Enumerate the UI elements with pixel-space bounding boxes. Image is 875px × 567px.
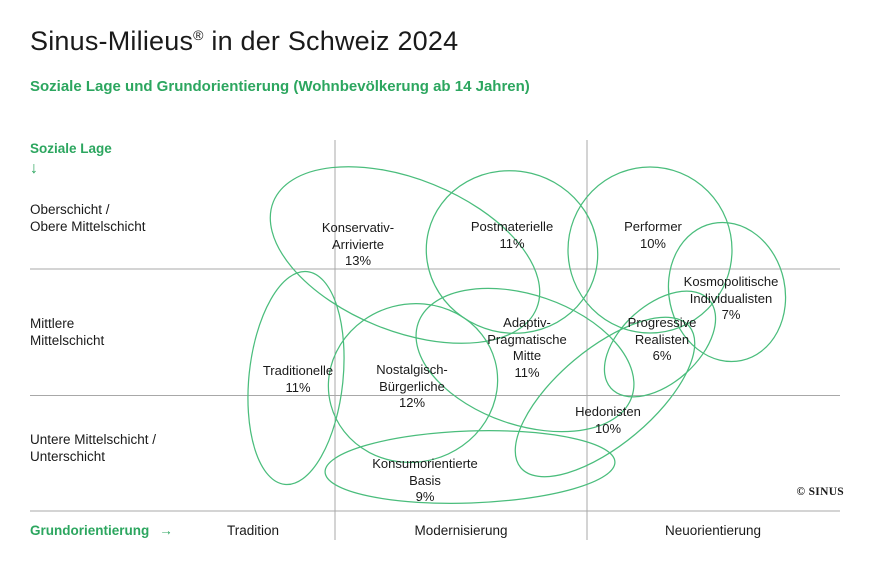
milieu-share-pct: 10% xyxy=(639,235,667,251)
milieu-name-line: Adaptiv- xyxy=(503,315,551,330)
milieu-name-line: Postmaterielle xyxy=(470,219,554,234)
milieu-name-line: Mitte xyxy=(512,348,542,363)
milieu-label-progressive-realisten: Progressive Realisten 6% xyxy=(628,315,697,365)
y-axis-down-arrow-icon: ↓ xyxy=(30,160,38,177)
milieu-label-kosmopolitische-individualisten: Kosmopolitische Individualisten 7% xyxy=(684,274,779,324)
milieu-label-postmaterielle: Postmaterielle 11% xyxy=(471,219,553,252)
milieu-name-line: Individualisten xyxy=(689,290,773,306)
milieu-share-pct: 11% xyxy=(514,364,540,380)
milieu-share-pct: 9% xyxy=(415,489,435,504)
y-category-lower-class: Untere Mittelschicht / Unterschicht xyxy=(30,432,157,464)
milieu-name-line: Traditionelle xyxy=(262,363,334,378)
milieu-share-pct: 11% xyxy=(285,379,311,395)
milieu-share-pct: 6% xyxy=(652,348,672,363)
milieu-ellipse-postmaterielle xyxy=(425,170,599,334)
y-axis-title: Soziale Lage xyxy=(30,141,112,156)
copyright-notice: © SINUS xyxy=(796,486,844,498)
milieu-label-performer: Performer 10% xyxy=(624,219,682,252)
grid-lines xyxy=(30,140,840,540)
milieu-ellipse-kosmopolitische-individualisten xyxy=(667,221,787,363)
title-prefix: Sinus-Milieus xyxy=(30,26,194,56)
milieu-name-line: Pragmatische xyxy=(487,331,567,347)
milieu-ellipse-performer xyxy=(567,166,733,334)
milieu-share-pct: 11% xyxy=(499,235,525,251)
milieu-name-line: Kosmopolitische xyxy=(683,274,779,289)
milieu-ellipse-hedonisten xyxy=(514,316,696,478)
milieu-ellipses xyxy=(247,166,787,504)
milieu-name-line: Basis xyxy=(409,472,441,488)
milieu-name-line: Arrivierte xyxy=(331,236,384,252)
milieu-name-line: Nostalgisch- xyxy=(376,362,448,377)
milieu-name-line: Hedonisten xyxy=(575,404,641,419)
milieu-name-line: Konservativ- xyxy=(321,220,395,235)
milieu-name-line: Realisten xyxy=(634,331,690,347)
y-category-upper-class: Oberschicht / Obere Mittelschicht xyxy=(30,202,146,234)
milieu-ellipse-konsumorientierte-basis xyxy=(324,430,616,504)
registered-trademark-symbol: ® xyxy=(193,27,204,43)
milieu-label-konservativ-arrivierte: Konservativ- Arrivierte 13% xyxy=(322,220,394,270)
milieu-label-traditionelle: Traditionelle 11% xyxy=(263,363,333,396)
milieu-name-line: Bürgerliche xyxy=(379,378,445,394)
title-suffix: in der Schweiz 2024 xyxy=(203,26,459,56)
page-title: Sinus-Milieus® in der Schweiz 2024 xyxy=(30,24,458,58)
milieu-share-pct: 12% xyxy=(398,395,426,410)
milieu-ellipse-konservativ-arrivierte xyxy=(269,166,541,344)
x-axis-right-arrow-icon: → xyxy=(159,523,173,538)
y-category-middle-class: Mittlere Mittelschicht xyxy=(30,316,105,348)
milieu-ellipse-traditionelle xyxy=(247,270,345,486)
x-category-tradition: Tradition xyxy=(226,523,280,538)
x-category-modernisierung: Modernisierung xyxy=(414,523,508,538)
milieu-ellipse-nostalgisch-b-rgerliche xyxy=(327,302,499,464)
milieu-share-pct: 13% xyxy=(344,253,372,268)
chart-subtitle: Soziale Lage und Grundorientierung (Wohn… xyxy=(30,78,530,95)
milieu-share-pct: 7% xyxy=(721,307,741,322)
milieu-label-hedonisten: Hedonisten 10% xyxy=(575,404,641,437)
milieu-share-pct: 10% xyxy=(594,420,622,436)
milieu-label-adaptiv-pragmatische-mitte: Adaptiv- Pragmatische Mitte 11% xyxy=(487,315,566,381)
milieu-label-nostalgisch-b-rgerliche: Nostalgisch- Bürgerliche 12% xyxy=(376,362,448,412)
milieu-name-line: Performer xyxy=(624,219,682,234)
x-axis-title: Grundorientierung → xyxy=(30,523,173,538)
milieu-label-konsumorientierte-basis: Konsumorientierte Basis 9% xyxy=(372,456,478,506)
milieu-name-line: Progressive xyxy=(627,315,697,330)
milieu-name-line: Konsumorientierte xyxy=(372,456,478,471)
x-category-neuorientierung: Neuorientierung xyxy=(664,523,762,538)
